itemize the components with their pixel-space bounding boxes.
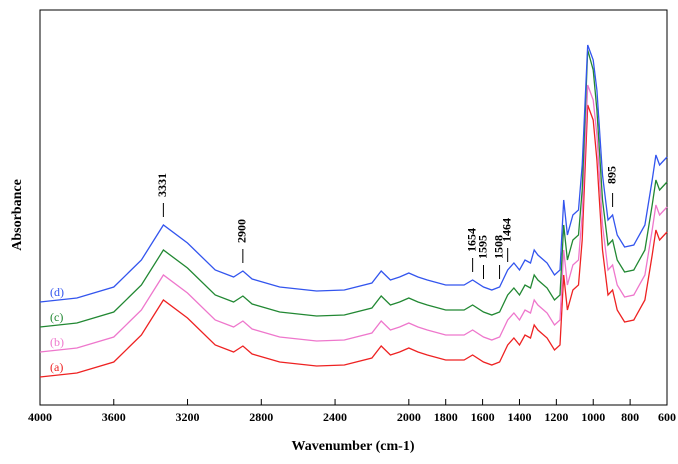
x-tick-label: 600 — [658, 410, 676, 424]
series-line — [39, 84, 668, 353]
legend-label: (c) — [50, 310, 63, 324]
x-tick-label: 1200 — [544, 410, 568, 424]
annotation-label: 895 — [604, 166, 618, 184]
x-tick-label: 800 — [621, 410, 639, 424]
annotation-label: 1595 — [475, 235, 489, 259]
annotation-label: 1508 — [491, 235, 505, 259]
x-axis-label: Wavenumber (cm-1) — [292, 439, 415, 454]
y-axis-label: Absorbance — [10, 179, 25, 251]
x-tick-label: 4000 — [28, 410, 52, 424]
x-tick-label: 3200 — [176, 410, 200, 424]
series-line — [39, 49, 668, 328]
x-tick-label: 2800 — [249, 410, 273, 424]
annotation-label: 1654 — [464, 228, 478, 252]
series-line — [39, 104, 668, 378]
x-tick-label: 2000 — [397, 410, 421, 424]
x-tick-label: 1000 — [581, 410, 605, 424]
x-tick-label: 1400 — [507, 410, 531, 424]
legend-label: (d) — [50, 285, 64, 299]
series-line — [39, 44, 668, 303]
annotation-label: 1464 — [499, 218, 513, 242]
x-tick-label: 2400 — [323, 410, 347, 424]
legend-label: (b) — [50, 335, 64, 349]
x-tick-label: 1800 — [434, 410, 458, 424]
x-tick-label: 3600 — [102, 410, 126, 424]
legend-label: (a) — [50, 360, 63, 374]
x-tick-label: 1600 — [471, 410, 495, 424]
plot-frame — [39, 9, 668, 406]
annotation-label: 3331 — [155, 173, 169, 197]
annotation-label: 2900 — [235, 219, 249, 243]
